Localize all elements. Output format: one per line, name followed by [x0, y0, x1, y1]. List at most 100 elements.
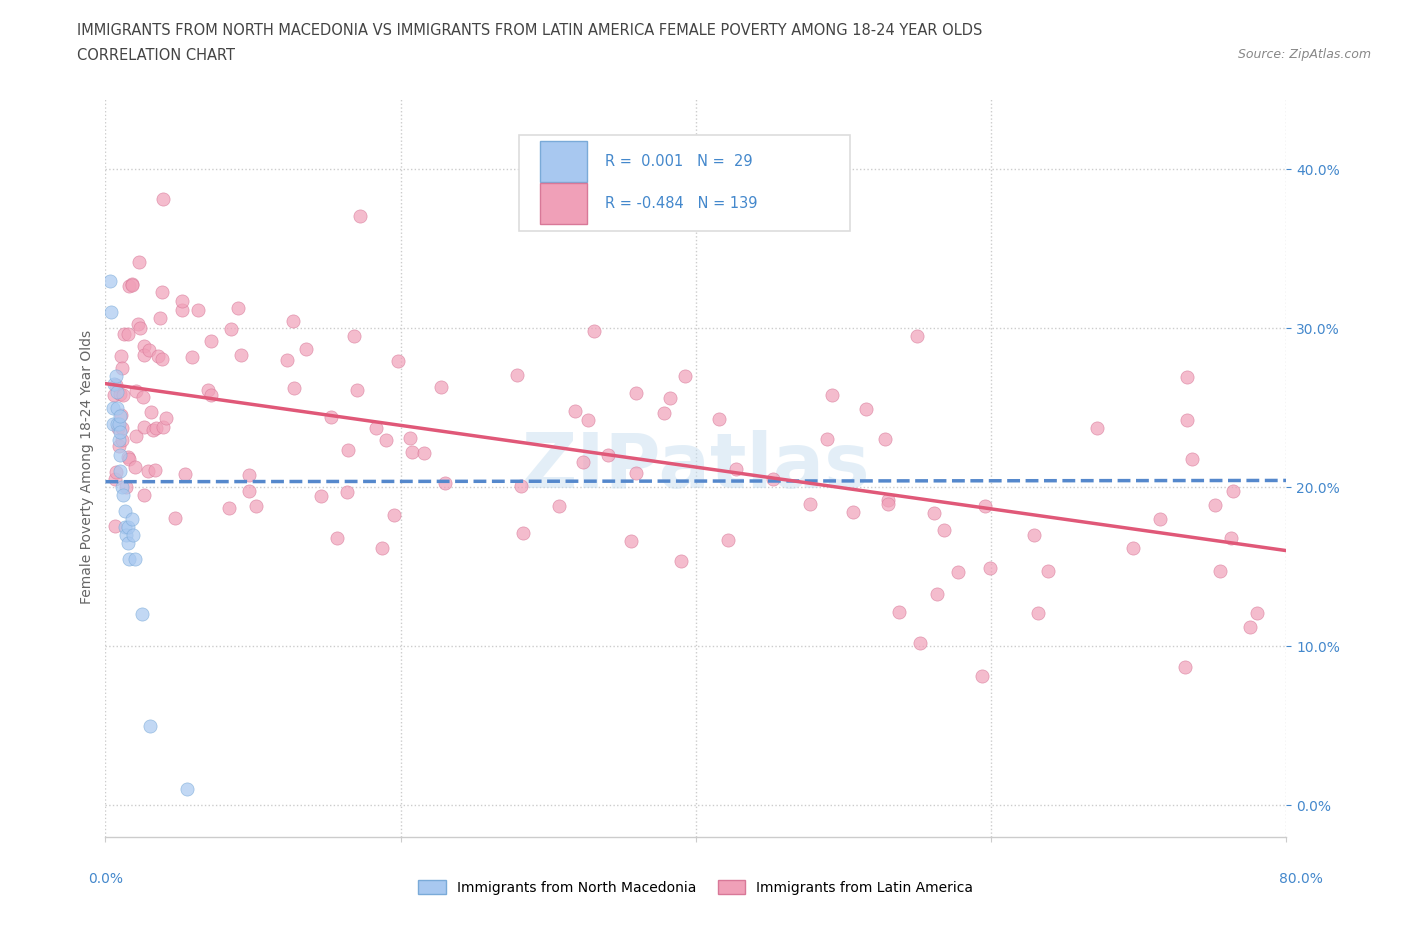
Bar: [540, 183, 588, 224]
Point: [1149, 512, 1171, 526]
Point: [145, 421, 167, 436]
Point: [111, 432, 134, 447]
Point: [876, 492, 898, 507]
Point: [138, 342, 160, 357]
Point: [142, 423, 165, 438]
Text: ZIPatlas: ZIPatlas: [522, 431, 870, 504]
Point: [855, 402, 877, 417]
Point: [132, 419, 155, 434]
Text: 0.0%: 0.0%: [89, 871, 122, 886]
Point: [134, 348, 156, 363]
Point: [110, 349, 132, 364]
Point: [121, 512, 143, 526]
Point: [105, 378, 128, 392]
Point: [1175, 413, 1198, 428]
Point: [108, 439, 131, 454]
Point: [226, 300, 249, 315]
Point: [100, 305, 122, 320]
Point: [925, 587, 948, 602]
Point: [709, 412, 731, 427]
Text: R = -0.484   N = 139: R = -0.484 N = 139: [605, 196, 758, 211]
Text: R =  0.001   N =  29: R = 0.001 N = 29: [605, 154, 752, 169]
Point: [762, 472, 785, 486]
Bar: [519, 135, 849, 231]
Point: [624, 386, 647, 401]
Point: [509, 479, 531, 494]
Point: [821, 388, 844, 403]
Point: [671, 553, 693, 568]
Point: [115, 527, 138, 542]
Point: [887, 604, 910, 619]
Point: [127, 316, 149, 331]
Point: [1209, 564, 1232, 578]
Point: [1122, 540, 1144, 555]
Point: [349, 208, 371, 223]
Point: [842, 505, 865, 520]
Point: [238, 484, 260, 498]
Point: [231, 348, 253, 363]
Point: [1220, 531, 1243, 546]
Point: [138, 718, 162, 733]
Point: [110, 464, 132, 479]
Point: [117, 278, 139, 293]
Point: [576, 412, 599, 427]
Point: [128, 254, 150, 269]
Point: [121, 278, 143, 293]
Point: [1022, 528, 1045, 543]
Point: [717, 533, 740, 548]
Point: [1174, 659, 1197, 674]
Point: [112, 487, 135, 502]
Point: [309, 488, 332, 503]
Y-axis label: Female Poverty Among 18-24 Year Olds: Female Poverty Among 18-24 Year Olds: [80, 330, 94, 604]
Point: [176, 782, 198, 797]
Point: [399, 431, 422, 445]
Point: [218, 501, 240, 516]
Point: [294, 342, 316, 357]
Point: [908, 635, 931, 650]
Point: [979, 560, 1001, 575]
Point: [1204, 498, 1226, 512]
Point: [375, 432, 398, 447]
Point: [150, 286, 173, 300]
Point: [934, 523, 956, 538]
Point: [364, 420, 387, 435]
Point: [117, 449, 139, 464]
Text: IMMIGRANTS FROM NORTH MACEDONIA VS IMMIGRANTS FROM LATIN AMERICA FEMALE POVERTY : IMMIGRANTS FROM NORTH MACEDONIA VS IMMIG…: [77, 23, 983, 38]
Point: [105, 384, 128, 399]
Point: [1246, 605, 1268, 620]
Point: [122, 527, 145, 542]
Point: [815, 432, 838, 446]
Point: [172, 294, 194, 309]
Point: [197, 383, 219, 398]
Point: [387, 354, 409, 369]
Legend: Immigrants from North Macedonia, Immigrants from Latin America: Immigrants from North Macedonia, Immigra…: [413, 874, 979, 900]
Point: [1085, 420, 1108, 435]
Point: [110, 408, 132, 423]
Point: [134, 488, 156, 503]
Point: [174, 466, 197, 481]
Point: [325, 531, 347, 546]
Point: [799, 497, 821, 512]
Point: [1181, 452, 1204, 467]
Point: [105, 416, 128, 431]
Point: [180, 350, 202, 365]
Point: [433, 475, 456, 490]
Point: [413, 445, 436, 460]
Point: [1038, 564, 1060, 578]
Point: [200, 334, 222, 349]
Point: [132, 390, 155, 405]
Point: [124, 383, 146, 398]
Point: [276, 352, 298, 367]
Point: [283, 381, 305, 396]
Point: [103, 387, 125, 402]
Point: [110, 424, 132, 439]
Point: [146, 349, 169, 364]
Point: [114, 504, 136, 519]
Point: [970, 668, 993, 683]
Point: [155, 410, 177, 425]
Point: [111, 480, 134, 495]
Point: [132, 339, 155, 353]
Point: [104, 465, 127, 480]
Point: [652, 405, 675, 420]
Point: [321, 409, 343, 424]
